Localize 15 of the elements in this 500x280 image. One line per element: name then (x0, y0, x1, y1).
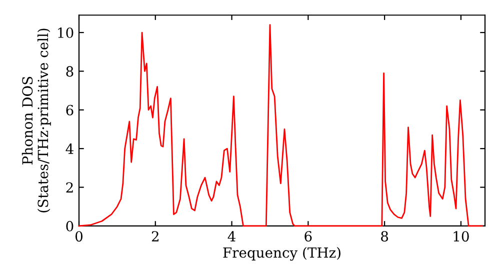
x-tick-label: 0 (75, 231, 82, 242)
x-tick-label: 2 (152, 231, 158, 242)
y-tick-label: 6 (66, 104, 74, 116)
x-tick-label: 8 (381, 231, 388, 242)
x-axis-title: Frequency (THz) (223, 247, 340, 261)
x-tick-label: 10 (454, 231, 469, 242)
y-axis-title: Phonon DOS (States/THz·primitive cell) (22, 28, 51, 212)
line-series (78, 24, 483, 227)
x-tick-label: 4 (228, 231, 236, 242)
x-tick-label: 6 (304, 231, 312, 242)
y-tick-label: 2 (66, 182, 73, 193)
y-tick-label: 10 (58, 27, 74, 38)
y-tick-label: 8 (66, 66, 74, 77)
y-tick-label: 4 (66, 144, 74, 154)
y-tick-label: 0 (66, 220, 74, 232)
